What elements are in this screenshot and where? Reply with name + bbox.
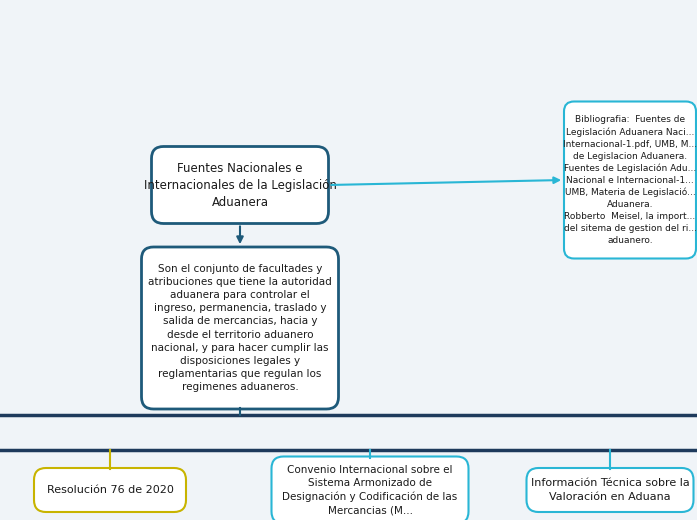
Text: Resolución 76 de 2020: Resolución 76 de 2020 bbox=[47, 485, 174, 495]
FancyBboxPatch shape bbox=[141, 247, 339, 409]
FancyBboxPatch shape bbox=[272, 457, 468, 520]
Text: Información Técnica sobre la
Valoración en Aduana: Información Técnica sobre la Valoración … bbox=[530, 478, 689, 502]
FancyBboxPatch shape bbox=[526, 468, 694, 512]
FancyBboxPatch shape bbox=[564, 101, 696, 258]
Text: Fuentes Nacionales e
Internacionales de la Legislación
Aduanera: Fuentes Nacionales e Internacionales de … bbox=[144, 162, 337, 209]
Text: Convenio Internacional sobre el
Sistema Armonizado de
Designación y Codificación: Convenio Internacional sobre el Sistema … bbox=[282, 465, 458, 515]
Text: Bibliografia:  Fuentes de
Legislación Aduanera Naci...
Internacional-1.pdf, UMB,: Bibliografia: Fuentes de Legislación Adu… bbox=[563, 115, 697, 244]
Text: Son el conjunto de facultades y
atribuciones que tiene la autoridad
aduanera par: Son el conjunto de facultades y atribuci… bbox=[148, 264, 332, 393]
FancyBboxPatch shape bbox=[34, 468, 186, 512]
FancyBboxPatch shape bbox=[151, 147, 328, 224]
